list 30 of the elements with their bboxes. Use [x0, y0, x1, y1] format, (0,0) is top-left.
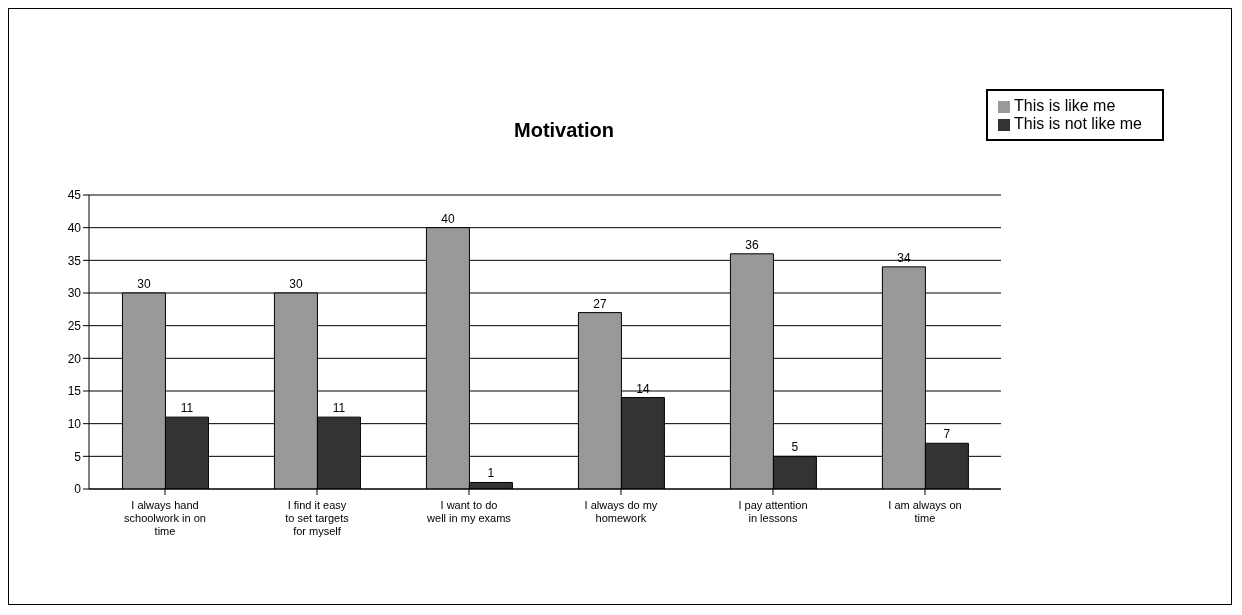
y-tick-label: 40: [67, 220, 82, 235]
y-tick-label: 35: [67, 253, 82, 268]
y-tick-label: 5: [74, 449, 82, 464]
data-label: 5: [791, 440, 799, 455]
y-tick-label: 10: [67, 416, 82, 431]
data-label: 11: [332, 401, 346, 416]
legend-label: This is not like me: [1013, 115, 1142, 132]
data-label: 14: [636, 381, 650, 396]
y-tick-label: 30: [67, 286, 82, 301]
data-label: 30: [289, 277, 303, 291]
legend-label: This is like me: [1013, 97, 1116, 114]
y-tick-label: 25: [67, 318, 82, 333]
data-label: 30: [137, 277, 151, 291]
x-tick-label: I always do my homework: [584, 499, 658, 524]
data-label: 40: [441, 211, 455, 226]
chart-title: Motivation: [514, 119, 614, 141]
data-label: 7: [943, 427, 951, 442]
data-label: 36: [745, 237, 759, 252]
x-tick-label: I find it easy to set targets for myself: [285, 499, 350, 537]
data-label: 1: [487, 466, 495, 481]
y-tick-label: 45: [67, 188, 82, 203]
x-tick-label: I am always on time: [888, 499, 962, 524]
y-tick-label: 15: [67, 384, 82, 399]
y-tick-label: 20: [67, 351, 82, 366]
y-tick-label: 0: [74, 482, 82, 497]
x-tick-label: I want to do well in my exams: [426, 499, 512, 524]
x-tick-label: I always hand schoolwork in on time: [124, 499, 206, 537]
x-tick-label: I pay attention in lessons: [738, 499, 808, 524]
data-label: 27: [593, 296, 607, 311]
data-label: 11: [180, 401, 194, 416]
